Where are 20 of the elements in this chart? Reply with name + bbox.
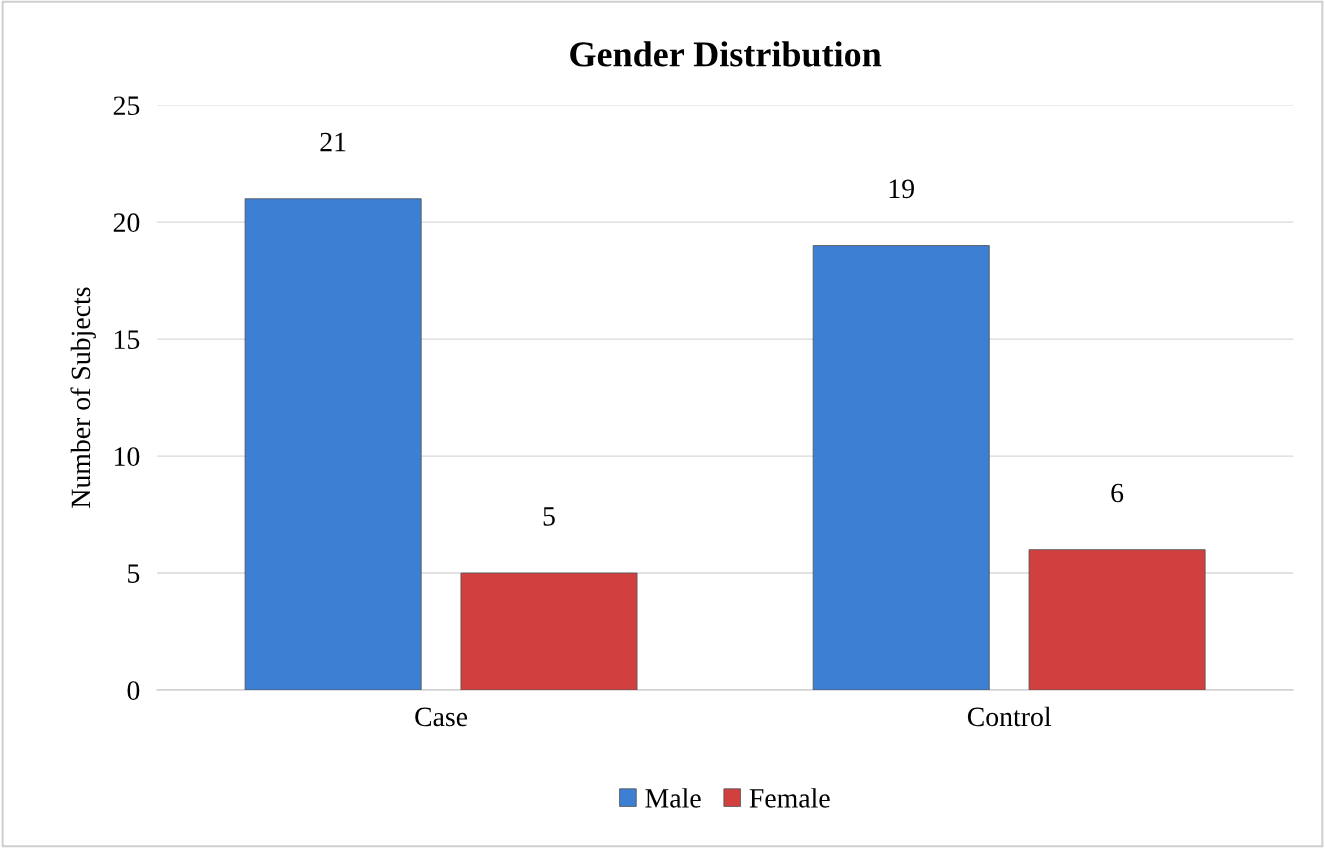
bar	[1028, 549, 1206, 691]
y-tick-label: 10	[115, 447, 140, 466]
y-tick-label: 5	[128, 564, 140, 583]
legend-label: Male	[645, 788, 701, 808]
y-tick-label: 25	[113, 96, 140, 116]
y-tick-label: 20	[113, 213, 140, 233]
x-tick-label: Control	[967, 706, 1052, 727]
x-tick-label: Case	[415, 707, 468, 727]
chart-title: Gender Distribution	[570, 41, 882, 67]
data-label: 5	[543, 507, 555, 526]
legend-label: Female	[749, 788, 830, 808]
data-label: 6	[1111, 483, 1124, 503]
y-axis-title: Number of Subjects	[70, 287, 96, 508]
y-tick-label: 15	[115, 330, 140, 350]
data-label: 19	[889, 179, 914, 199]
bar	[812, 245, 990, 691]
data-label: 21	[320, 132, 346, 152]
bar	[244, 198, 422, 691]
y-tick-label: 0	[127, 681, 140, 700]
bar	[460, 572, 638, 691]
